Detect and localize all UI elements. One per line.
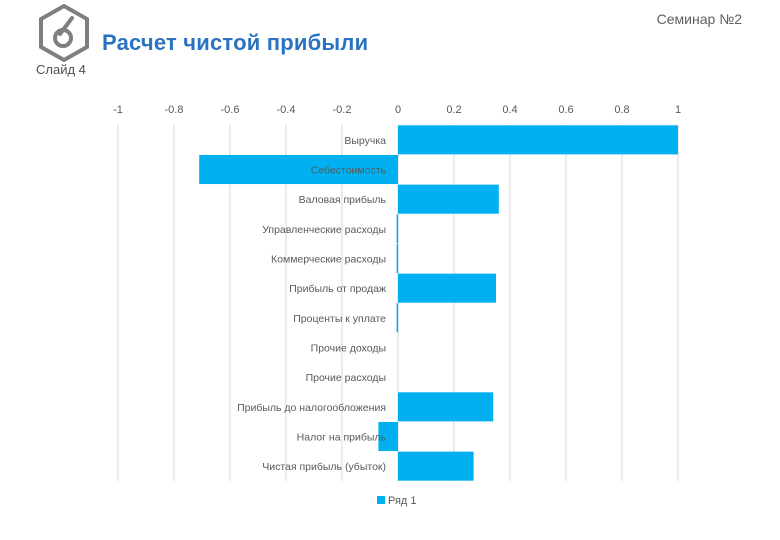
bar — [396, 214, 399, 244]
chart-category-labels: Выручка Себестоимость Валовая прибыль Управ… — [237, 135, 386, 473]
chart-tick-labels: -1 -0.8 -0.6 -0.4 -0.2 0 0.2 0.4 0.6 0.8 1 — [113, 104, 681, 116]
chart-gridlines — [117, 125, 679, 481]
bar — [398, 125, 678, 155]
category-label: Проценты к уплате — [293, 313, 386, 325]
category-label: Коммерческие расходы — [271, 254, 386, 266]
chart-bars — [199, 125, 678, 481]
x-tick-label: 0.6 — [558, 104, 573, 116]
category-label: Прочие расходы — [306, 372, 386, 384]
x-tick-label: -0.6 — [221, 104, 240, 116]
page-title: Расчет чистой прибыли — [102, 30, 369, 55]
chart-legend: Ряд 1 — [377, 495, 417, 507]
hexagon-logo-icon — [39, 4, 89, 62]
bar — [396, 303, 399, 333]
category-label: Управленческие расходы — [262, 224, 386, 236]
x-tick-label: 1 — [675, 104, 681, 116]
x-tick-label: -0.2 — [333, 104, 352, 116]
x-tick-label: -0.8 — [165, 104, 184, 116]
bar — [396, 243, 399, 274]
category-label: Прибыль от продаж — [289, 283, 386, 295]
seminar-label: Семинар №2 — [656, 11, 742, 27]
legend-label: Ряд 1 — [388, 495, 417, 507]
x-tick-label: 0 — [395, 104, 401, 116]
bar — [398, 451, 474, 481]
category-label: Прибыль до налогообложения — [237, 402, 386, 414]
x-tick-label: 0.4 — [502, 104, 517, 116]
x-tick-label: 0.2 — [446, 104, 461, 116]
x-tick-label: -1 — [113, 104, 123, 116]
bar — [378, 421, 398, 452]
x-tick-label: 0.8 — [614, 104, 629, 116]
category-label: Прочие доходы — [311, 343, 386, 355]
category-label: Выручка — [344, 135, 386, 147]
slide-number-label: Слайд 4 — [36, 62, 86, 77]
category-label: Себестоимость — [311, 165, 387, 177]
legend-swatch — [377, 496, 385, 504]
category-label: Валовая прибыль — [299, 194, 387, 206]
category-label: Чистая прибыль (убыток) — [262, 461, 386, 473]
bar — [398, 392, 494, 422]
bar — [398, 273, 496, 303]
category-label: Налог на прибыль — [297, 432, 387, 444]
bar — [398, 184, 499, 214]
bar — [199, 154, 398, 185]
x-tick-label: -0.4 — [277, 104, 296, 116]
